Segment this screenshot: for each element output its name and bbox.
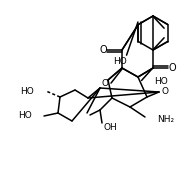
Text: OH: OH [104, 124, 118, 132]
Text: HO: HO [18, 112, 32, 120]
Text: O: O [168, 63, 176, 73]
Text: O: O [99, 45, 107, 55]
Text: NH₂: NH₂ [157, 115, 174, 124]
Text: O: O [102, 78, 109, 88]
Text: HO: HO [154, 78, 168, 87]
Text: HO: HO [113, 57, 127, 66]
Text: O: O [162, 87, 169, 95]
Text: HO: HO [20, 87, 34, 95]
